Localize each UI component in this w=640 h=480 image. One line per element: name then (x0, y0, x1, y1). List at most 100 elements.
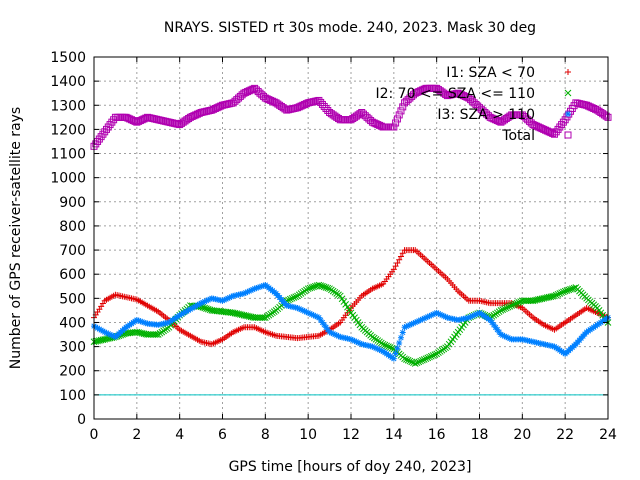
data-point (599, 110, 607, 118)
data-point (396, 256, 403, 263)
y-tick-label: 1000 (50, 171, 86, 187)
y-tick-label: 700 (59, 243, 86, 259)
data-point (308, 284, 316, 291)
data-point (399, 250, 406, 257)
data-point (542, 126, 550, 134)
data-point (107, 331, 114, 338)
data-point (497, 307, 505, 314)
x-tick-label: 20 (513, 427, 531, 443)
data-point (456, 90, 464, 98)
data-point (256, 283, 263, 290)
data-point (570, 284, 578, 292)
data-point (424, 313, 431, 320)
data-point (435, 310, 442, 317)
data-point (490, 115, 498, 123)
data-point (177, 119, 185, 127)
data-point (249, 286, 256, 293)
data-point (390, 355, 397, 362)
data-point (440, 313, 447, 320)
data-point (422, 314, 429, 321)
data-point (263, 95, 271, 103)
data-point (192, 111, 200, 119)
data-point (417, 357, 424, 365)
data-point (430, 311, 437, 318)
data-point (201, 304, 209, 312)
data-point (104, 123, 112, 131)
data-point (552, 291, 560, 299)
data-point (565, 111, 571, 117)
data-point (386, 344, 394, 351)
data-point (333, 113, 341, 121)
data-point (138, 116, 146, 124)
data-point (593, 106, 601, 114)
data-point (297, 102, 305, 110)
data-point (394, 259, 401, 266)
data-point (434, 86, 442, 94)
data-point (374, 346, 381, 353)
data-point (228, 293, 235, 300)
data-point (420, 356, 428, 363)
data-point (547, 129, 555, 137)
legend: I1: SZA < 70 I2: 70 <= SZA <= 110 I3: SZA … (375, 65, 572, 144)
data-point (369, 343, 376, 350)
data-point (474, 310, 481, 317)
data-point (465, 314, 472, 321)
y-tick-label: 600 (59, 267, 86, 283)
data-point (183, 308, 190, 315)
data-point (558, 289, 565, 297)
data-point (251, 285, 258, 292)
data-point (506, 303, 514, 310)
plot-series (90, 84, 612, 367)
data-point (304, 285, 312, 293)
data-point (554, 290, 562, 298)
data-point (276, 101, 284, 109)
data-point (196, 301, 203, 308)
data-point (556, 123, 564, 131)
data-point (221, 296, 228, 303)
data-point (377, 122, 385, 130)
data-point (403, 323, 410, 330)
data-point (347, 116, 355, 124)
data-point (253, 285, 260, 292)
data-point (94, 137, 102, 145)
x-tick-label: 10 (299, 427, 317, 443)
data-point (371, 344, 378, 351)
data-point (550, 130, 558, 138)
data-point (355, 339, 362, 346)
data-point (431, 310, 438, 317)
data-point (515, 299, 523, 306)
legend-label: I3: SZA > 110 (437, 107, 535, 123)
data-point (142, 320, 149, 327)
data-point (551, 292, 558, 300)
data-point (176, 121, 184, 129)
data-point (108, 118, 116, 126)
data-point (560, 288, 567, 296)
y-tick-label: 0 (77, 412, 86, 428)
data-point (376, 346, 383, 353)
data-point (356, 340, 363, 347)
data-point (412, 319, 419, 326)
data-point (413, 359, 421, 367)
data-point (554, 125, 562, 133)
data-point (129, 117, 137, 125)
x-tick-label: 4 (175, 427, 184, 443)
data-point (379, 340, 387, 348)
data-point (556, 290, 564, 297)
x-tick-label: 0 (90, 427, 99, 443)
data-point (397, 334, 404, 341)
data-point (215, 103, 223, 111)
data-point (422, 355, 430, 363)
data-point (438, 88, 446, 96)
data-point (413, 88, 421, 96)
data-point (203, 305, 210, 312)
data-point (549, 292, 557, 300)
data-point (190, 304, 197, 311)
data-point (92, 140, 100, 148)
data-point (327, 110, 335, 118)
x-tick-label: 12 (342, 427, 360, 443)
data-point (295, 103, 303, 111)
data-point (281, 105, 289, 113)
data-point (540, 125, 548, 133)
data-point (301, 100, 309, 108)
data-point (426, 313, 433, 320)
